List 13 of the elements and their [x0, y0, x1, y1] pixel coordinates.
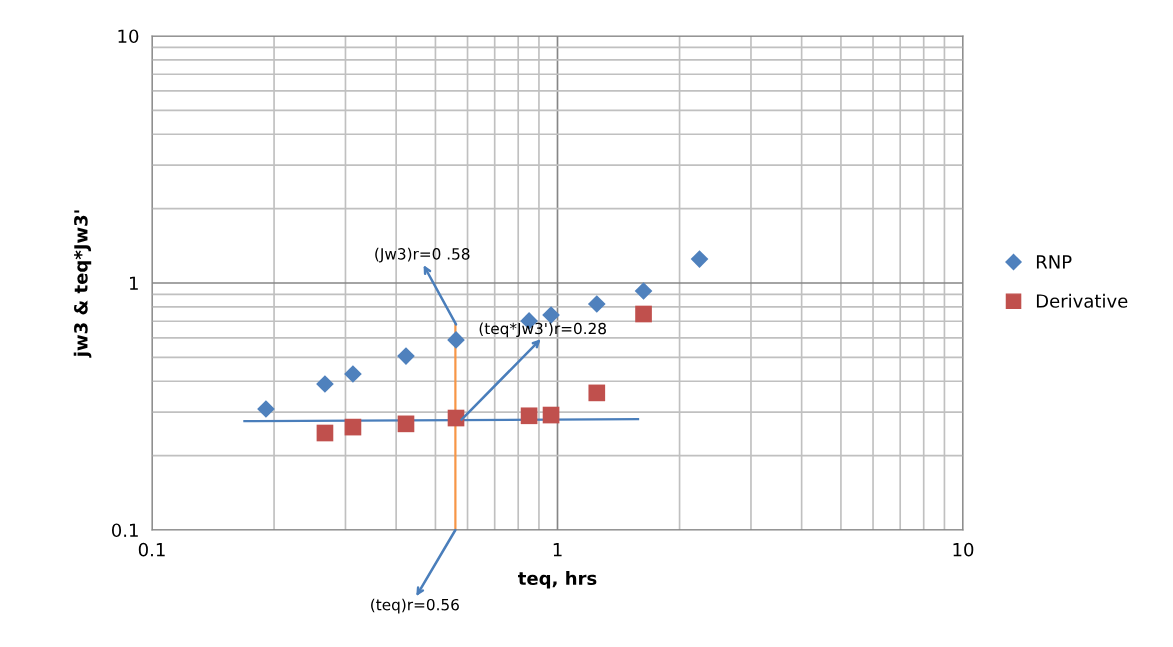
annotation: (teq)r=0.56	[371, 598, 459, 614]
legend-label: Derivative	[1036, 293, 1128, 308]
x-tick-label: 0.1	[138, 542, 165, 557]
annotation: (teq*Jw3')r=0.28	[479, 322, 606, 338]
y-tick-label: 0.1	[111, 523, 138, 538]
x-axis-title: teq, hrs	[518, 571, 597, 589]
x-tick-label: 1	[553, 543, 562, 557]
legend-label: RNP	[1036, 255, 1072, 269]
y-tick-label: 10	[118, 29, 139, 44]
y-tick-label: 1	[130, 276, 138, 290]
y-axis-title: jw3 & teq*Jw3'	[73, 210, 92, 358]
x-tick-label: 10	[953, 542, 974, 557]
annotation: (Jw3)r=0 .58	[375, 247, 470, 263]
